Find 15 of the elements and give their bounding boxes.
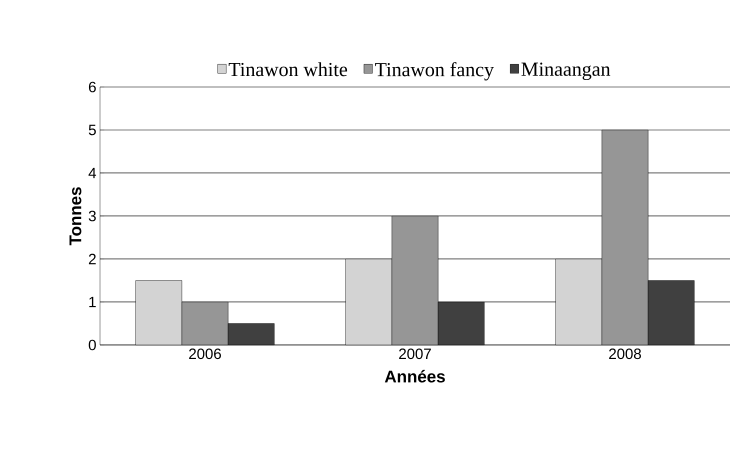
x-tick-label: 2006 <box>189 348 221 360</box>
y-tick-label: 6 <box>88 82 96 92</box>
x-tick-label: 2007 <box>399 348 431 360</box>
y-tick-label: 5 <box>88 124 96 136</box>
legend-label: Tinawon fancy <box>375 62 494 80</box>
legend-label: Tinawon white <box>228 62 348 76</box>
y-tick-label: 1 <box>89 296 96 308</box>
y-tick-label: 4 <box>88 168 96 178</box>
y-axis-title: Tonnes <box>70 187 82 246</box>
legend-label: Minaangan <box>521 62 610 80</box>
y-tick-label: 3 <box>88 210 96 222</box>
x-tick-label: 2008 <box>609 348 641 360</box>
y-tick-label: 2 <box>88 254 96 264</box>
x-axis-title: Années <box>384 370 445 383</box>
y-tick-label: 0 <box>88 340 96 350</box>
